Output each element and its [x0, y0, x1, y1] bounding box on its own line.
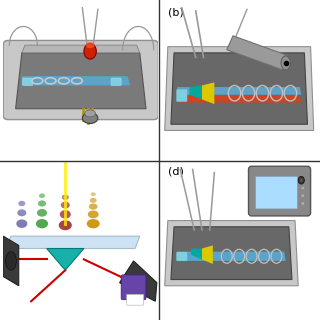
Ellipse shape — [85, 110, 96, 117]
Polygon shape — [189, 85, 202, 100]
Polygon shape — [3, 236, 19, 286]
Ellipse shape — [87, 219, 100, 228]
Ellipse shape — [17, 209, 26, 216]
FancyBboxPatch shape — [127, 294, 144, 305]
Ellipse shape — [61, 202, 70, 209]
Polygon shape — [22, 45, 140, 53]
FancyBboxPatch shape — [176, 252, 187, 261]
Polygon shape — [227, 36, 289, 70]
Ellipse shape — [18, 201, 25, 206]
Ellipse shape — [301, 194, 305, 198]
Polygon shape — [47, 249, 84, 270]
Ellipse shape — [16, 220, 28, 228]
Ellipse shape — [88, 211, 99, 218]
Ellipse shape — [84, 44, 96, 59]
Polygon shape — [202, 245, 213, 264]
Text: (d): (d) — [168, 166, 184, 176]
Ellipse shape — [90, 198, 97, 203]
Ellipse shape — [91, 192, 96, 196]
Ellipse shape — [281, 56, 291, 70]
FancyBboxPatch shape — [3, 40, 158, 120]
Polygon shape — [177, 95, 301, 102]
Ellipse shape — [298, 176, 304, 184]
Polygon shape — [165, 47, 314, 131]
FancyBboxPatch shape — [111, 78, 121, 85]
Ellipse shape — [36, 219, 48, 228]
FancyBboxPatch shape — [23, 78, 33, 85]
Ellipse shape — [59, 220, 72, 230]
FancyBboxPatch shape — [121, 275, 146, 300]
Polygon shape — [16, 53, 146, 109]
Ellipse shape — [85, 42, 95, 48]
Ellipse shape — [62, 195, 69, 200]
Polygon shape — [202, 82, 214, 104]
Ellipse shape — [60, 210, 71, 219]
Polygon shape — [120, 261, 157, 301]
Polygon shape — [177, 87, 301, 95]
Ellipse shape — [300, 178, 303, 182]
Ellipse shape — [38, 200, 46, 207]
Polygon shape — [177, 252, 286, 261]
Polygon shape — [6, 236, 140, 249]
Ellipse shape — [301, 186, 305, 190]
Ellipse shape — [82, 113, 98, 124]
FancyBboxPatch shape — [255, 176, 297, 209]
Polygon shape — [171, 53, 308, 124]
Ellipse shape — [5, 252, 16, 270]
Ellipse shape — [89, 204, 98, 210]
Ellipse shape — [301, 202, 305, 205]
Polygon shape — [191, 249, 202, 260]
Text: (b): (b) — [168, 8, 184, 18]
Polygon shape — [165, 220, 298, 286]
FancyBboxPatch shape — [249, 166, 311, 216]
Polygon shape — [171, 227, 292, 280]
Ellipse shape — [37, 209, 47, 217]
FancyBboxPatch shape — [176, 89, 187, 102]
Ellipse shape — [39, 193, 45, 198]
Polygon shape — [22, 76, 131, 85]
